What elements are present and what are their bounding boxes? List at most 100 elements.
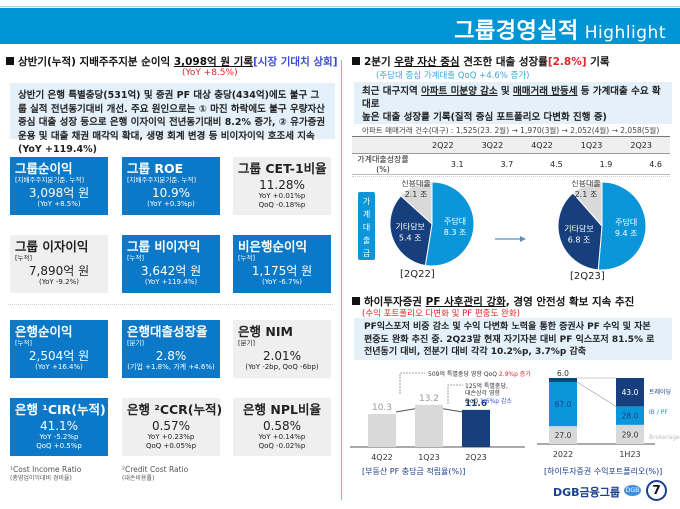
page-header: 그룹경영실적 Highlight <box>0 8 680 44</box>
kpi-card: 은행 NPL비율 0.58% YoY +0.14%p QoQ -0.02%p <box>233 398 331 456</box>
annotation-text: QoQ 1.6%p 감소 <box>465 398 513 405</box>
table-header-cell: 4Q22 <box>521 136 571 154</box>
kpi-note: (YoY -6.7%) <box>262 278 302 286</box>
table-header-cell: 1Q23 <box>570 136 621 154</box>
segment-value-label: 28.0 <box>622 412 639 421</box>
kpi-subtitle: [누적] <box>15 254 33 262</box>
kpi-note: YoY +0.23%p <box>147 433 195 441</box>
legend-label: Brokerage <box>649 434 680 441</box>
kpi-subtitle: [누적] <box>238 254 256 262</box>
pie-slice-value: 9.4 조 <box>615 229 638 238</box>
kpi-value: 0.57% <box>151 419 191 433</box>
pie-slice <box>424 181 475 267</box>
segment-value-label: 43.0 <box>622 388 639 397</box>
page-subtitle: Highlight <box>584 23 666 43</box>
net-income-yoy: (YoY +8.5%) <box>182 68 238 78</box>
table-cell: 4.5 <box>521 153 571 175</box>
table-cell: 4.6 <box>620 153 670 175</box>
footnote-cir: ¹Cost Income Ratio (총영업이익대비 경비율) <box>10 465 82 482</box>
kpi-title: 그룹 CET-1비율 <box>238 161 327 176</box>
kpi-title: 그룹 비이자익 <box>127 239 201 254</box>
pie-slice <box>597 181 647 271</box>
kpi-note: YoY +0.14%p <box>258 433 306 441</box>
kpi-title: 그룹 ROE <box>127 161 184 176</box>
annotation-leader <box>399 372 425 394</box>
pie-slice <box>572 181 603 228</box>
bullet-square-icon <box>6 57 14 65</box>
kpi-subtitle: [누적] <box>15 339 33 347</box>
footer-brand: DGB금융그룹 <box>552 486 620 499</box>
kpi-note: (기업 +1.8%, 가계 +4.6%) <box>127 363 215 371</box>
kpi-note-2: QoQ -0.18%p <box>258 200 306 209</box>
kpi-title: 그룹순이익 <box>15 161 73 176</box>
pie-slice-value: 5.4 조 <box>399 234 422 243</box>
pie-slice <box>400 181 433 226</box>
segment-value-label: 27.0 <box>555 431 572 440</box>
kpi-note: YoY -5.2%p <box>39 433 79 441</box>
pie-slice-label: 주담대 <box>444 216 466 226</box>
table-header-cell: 3Q22 <box>471 136 522 154</box>
kpi-title: 은행 NIM <box>238 324 293 339</box>
pf-chart-caption: [부동산 PF 충당금 적립율(%)] <box>362 467 466 476</box>
household-loan-growth-table: 2Q22 3Q22 4Q22 1Q23 2Q23 가계대출성장률(%) 3.1 3.7 4.5… <box>352 136 670 175</box>
annotation-leader <box>447 384 463 404</box>
kpi-title: 은행대출성장율 <box>127 324 208 339</box>
table-header-cell: 2Q22 <box>422 136 472 154</box>
x-tick-label: 1H23 <box>619 450 640 459</box>
annotation-text: 대손상각 영향 <box>465 389 501 397</box>
kpi-value: 2.01% <box>262 349 302 363</box>
pie-slice-value: 2.1 조 <box>575 190 598 199</box>
kpi-card: 은행 NIM [분기] 2.01% (YoY -2bp, QoQ -6bp) <box>233 320 331 378</box>
kpi-title: 은행 ²CCR(누적) <box>127 402 223 417</box>
kpi-value: 0.58% <box>262 419 302 433</box>
table-cell: 1.9 <box>570 153 621 175</box>
kpi-value: 10.9% <box>151 186 191 200</box>
legend-label: 트레이딩 <box>649 388 671 396</box>
section-loan-growth-title: 2분기 우량 자산 중심 견조한 대출 성장률[2.8%] 기록 <box>352 54 610 69</box>
pie-slice <box>389 195 433 267</box>
bullet-square-icon <box>352 297 360 305</box>
kpi-subtitle: [지배주주지분기준, 누적] <box>15 176 85 184</box>
kpi-note: (YoY -2bp, QoQ -6bp) <box>245 363 319 371</box>
portfolio-chart: 27.0 67.0 6.0 2022 29.0 28.0 43.0 1H23 Brokerage… <box>537 369 680 459</box>
x-tick-label: 2Q23 <box>465 453 487 462</box>
kpi-value: 2.8% <box>155 349 187 363</box>
table-header-cell: 2Q23 <box>620 136 670 154</box>
kpi-card: 그룹 비이자익 [누적] 3,642억 원 (YoY +119.4%) <box>122 235 220 293</box>
table-row: 가계대출성장률(%) 3.1 3.7 4.5 1.9 4.6 <box>352 153 670 175</box>
kpi-note-2: QoQ -0.02%p <box>258 441 306 450</box>
pie-caption-2q23: [2Q23] <box>570 271 605 282</box>
segment-value-label: 67.0 <box>555 400 572 409</box>
column-divider <box>341 60 342 500</box>
kpi-card: 은행대출성장율 [분기] 2.8% (기업 +1.8%, 가계 +4.6%) <box>122 320 220 378</box>
stacked-bar-segment <box>616 378 644 407</box>
kpi-title: 그룹 이자이익 <box>15 239 89 254</box>
kpi-subtitle: [지배주주지분기준, 누적] <box>127 176 197 184</box>
kpi-value: 2,504억 원 <box>28 349 90 363</box>
kpi-title: 은행 NPL비율 <box>243 402 321 417</box>
kpi-note: (YoY -9.2%) <box>39 278 79 286</box>
bar <box>415 404 443 447</box>
x-tick-label: 1Q23 <box>418 453 440 462</box>
kpi-note: YoY +0.01%p <box>258 192 306 200</box>
page-number: 7 <box>646 480 667 501</box>
table-header-cell <box>352 136 422 154</box>
pie-slice-label: 신용대출 <box>571 180 600 188</box>
loan-growth-note: 최근 대구지역 아파트 미분양 감소 및 매매거래 반등세 등 가계대출 수요 … <box>354 82 672 135</box>
table-row-label: 가계대출성장률(%) <box>352 153 422 175</box>
annotation-text: 125억 특별충당, <box>465 382 508 390</box>
kpi-card: 그룹 ROE [지배주주지분기준, 누적] 10.9% (YoY +0.3%p) <box>122 157 220 215</box>
kpi-card: 은행순이익 [누적] 2,504억 원 (YoY +16.4%) <box>10 320 108 378</box>
kpi-card: 그룹순이익 [지배주주지분기준, 누적] 3,098억 원 (YoY +8.5%) <box>10 157 108 215</box>
kpi-note: (YoY +119.4%) <box>144 278 198 286</box>
pie-slice-label: 신용대출 <box>401 180 430 188</box>
kpi-card: 그룹 CET-1비율 11.28% YoY +0.01%p QoQ -0.18%p <box>233 157 331 215</box>
net-income-note: 상반기 은행 특별충당(531억) 및 증권 PF 대상 충당(434억)에도 … <box>10 83 335 155</box>
dotted-divider <box>352 176 670 177</box>
kpi-card: 은행 ¹CIR(누적) 41.1% YoY -5.2%p QoQ +0.5%p <box>10 398 108 456</box>
stacked-bar-segment <box>549 378 577 382</box>
trend-line <box>442 408 463 413</box>
stacked-bar-segment <box>616 406 644 425</box>
trend-line <box>395 408 416 413</box>
